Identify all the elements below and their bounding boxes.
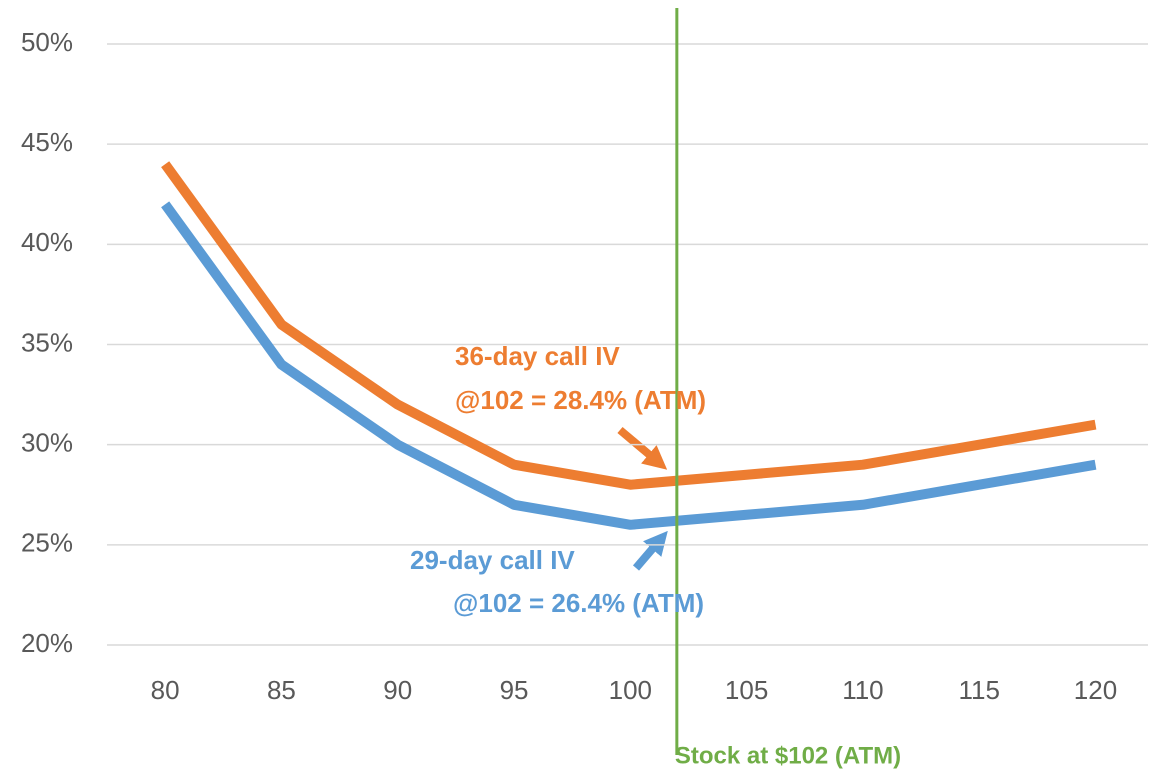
y-tick-label: 25% [21, 528, 73, 558]
y-tick-label: 30% [21, 428, 73, 458]
annotation: 36-day call IV [455, 341, 620, 371]
y-tick-label: 20% [21, 628, 73, 658]
y-tick-label: 40% [21, 227, 73, 257]
x-tick-label: 120 [1074, 675, 1117, 705]
arrow [617, 426, 668, 470]
series-line [161, 201, 1097, 530]
series-line [161, 161, 1097, 490]
x-tick-label: 105 [725, 675, 768, 705]
x-tick-label: 80 [151, 675, 180, 705]
x-tick-label: 110 [842, 675, 883, 705]
annotation: @102 = 28.4% (ATM) [455, 385, 706, 415]
y-tick-label: 35% [21, 327, 73, 357]
annotation: @102 = 26.4% (ATM) [453, 588, 704, 618]
x-tick-label: 115 [958, 675, 999, 705]
y-tick-label: 50% [21, 27, 73, 57]
y-tick-label: 45% [21, 127, 73, 157]
x-tick-label: 90 [383, 675, 412, 705]
x-tick-label: 85 [267, 675, 296, 705]
x-tick-label: 100 [609, 675, 652, 705]
annotation: 29-day call IV [410, 545, 575, 575]
x-tick-label: 95 [500, 675, 529, 705]
reference-label: Stock at $102 (ATM) [675, 742, 901, 769]
